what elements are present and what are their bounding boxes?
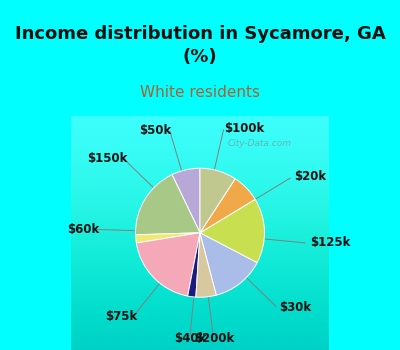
- Text: $100k: $100k: [224, 122, 265, 135]
- Wedge shape: [200, 168, 235, 233]
- Wedge shape: [200, 199, 264, 262]
- Text: $200k: $200k: [194, 332, 234, 345]
- Text: $75k: $75k: [105, 310, 137, 323]
- Text: White residents: White residents: [140, 85, 260, 100]
- Wedge shape: [196, 233, 216, 297]
- Wedge shape: [200, 179, 255, 233]
- Wedge shape: [188, 233, 200, 297]
- Wedge shape: [200, 233, 257, 295]
- Text: $60k: $60k: [67, 223, 99, 236]
- Text: Income distribution in Sycamore, GA
(%): Income distribution in Sycamore, GA (%): [15, 26, 385, 65]
- Wedge shape: [172, 168, 200, 233]
- Wedge shape: [136, 233, 200, 296]
- Wedge shape: [136, 233, 200, 243]
- Text: City-Data.com: City-Data.com: [227, 139, 291, 148]
- Text: $150k: $150k: [87, 152, 128, 164]
- Text: $20k: $20k: [294, 170, 326, 183]
- Text: $50k: $50k: [139, 124, 171, 137]
- Wedge shape: [136, 175, 200, 235]
- Text: $30k: $30k: [279, 301, 311, 314]
- Text: $40k: $40k: [174, 332, 206, 345]
- Text: $125k: $125k: [310, 236, 350, 250]
